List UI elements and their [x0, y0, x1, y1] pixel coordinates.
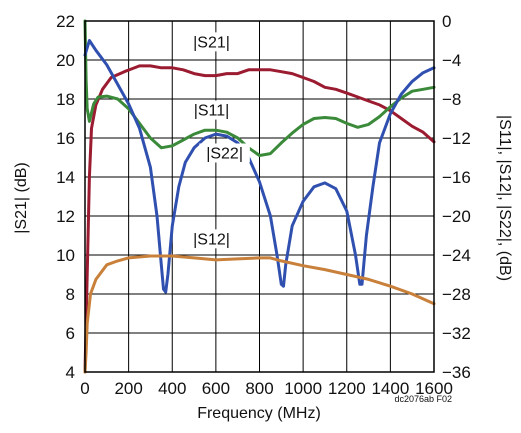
x-tick-label: 1000 [284, 379, 322, 398]
grid [85, 21, 434, 372]
x-tick-label: 600 [202, 379, 230, 398]
series-label-s11: |S11| [194, 103, 230, 120]
series-line-s22 [83, 39, 436, 294]
y-left-tick-label: 22 [56, 12, 75, 31]
series-label-bg [186, 32, 237, 52]
y-left-tick-label: 16 [56, 129, 75, 148]
series-line-s21 [83, 64, 436, 374]
y-right-tick-label: −8 [442, 90, 461, 109]
y-axis-left-title: |S21| (dB) [13, 162, 30, 233]
y-left-tick-label: 12 [56, 207, 75, 226]
series-line-s11 [83, 19, 436, 157]
series-label-s21: |S21| [193, 34, 230, 51]
y-axis-right-title: |S11|, |S12|, |S22|, (dB) [496, 115, 513, 281]
y-left-tick-label: 8 [66, 285, 75, 304]
series-label-s22: |S22| [206, 146, 243, 163]
x-tick-label: 800 [245, 379, 273, 398]
y-right-tick-label: −4 [442, 51, 461, 70]
x-tick-label: 200 [114, 379, 142, 398]
y-right-tick-label: 0 [442, 12, 451, 31]
y-right-tick-label: −24 [442, 246, 471, 265]
x-tick-label: 1400 [371, 379, 409, 398]
series-layer [83, 19, 436, 374]
series-label-bg [186, 100, 237, 120]
series-label-bg [186, 229, 237, 249]
y-right-tick-label: −36 [442, 363, 471, 382]
series-label-s12: |S12| [193, 231, 230, 248]
x-tick-label: 400 [158, 379, 186, 398]
ticks-layer: 0 200 400 600 800 1000 1200 1400 160046810121416… [56, 12, 471, 398]
x-tick-label: 0 [80, 379, 89, 398]
series-label-bg [199, 143, 250, 163]
y-left-tick-label: 20 [56, 51, 75, 70]
y-right-tick-label: −16 [442, 168, 471, 187]
y-left-tick-label: 18 [56, 90, 75, 109]
y-right-tick-label: −32 [442, 324, 471, 343]
y-left-tick-label: 4 [66, 363, 75, 382]
series-line-s12 [83, 254, 436, 374]
figure-id-footnote: dc2076ab F02 [394, 394, 452, 404]
y-right-tick-label: −20 [442, 207, 471, 226]
y-left-tick-label: 14 [56, 168, 75, 187]
series-labels: |S21| |S11| |S22| |S12| [186, 32, 250, 249]
y-left-tick-label: 6 [66, 324, 75, 343]
y-right-tick-label: −28 [442, 285, 471, 304]
y-left-tick-label: 10 [56, 246, 75, 265]
y-right-tick-label: −12 [442, 129, 471, 148]
x-tick-label: 1600 [415, 379, 453, 398]
x-axis-title: Frequency (MHz) [197, 405, 321, 422]
x-tick-label: 1200 [328, 379, 366, 398]
plot-frame [84, 20, 435, 373]
